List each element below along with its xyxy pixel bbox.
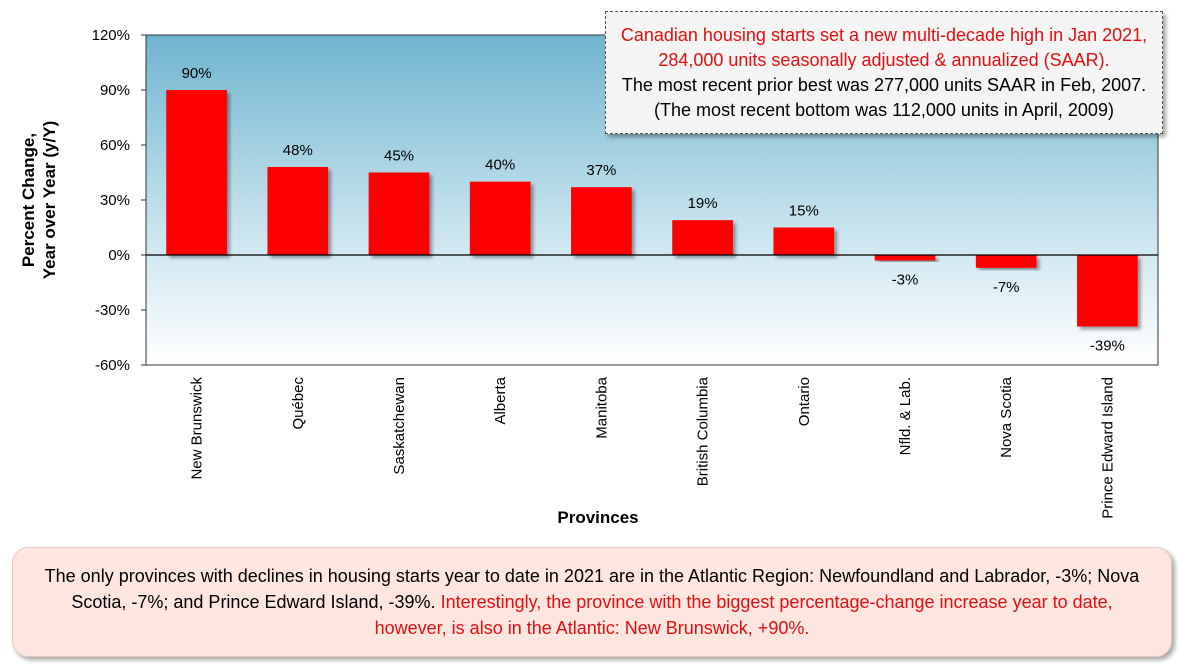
data-label: -7%: [993, 279, 1020, 296]
annotation-line-1: Canadian housing starts set a new multi-…: [620, 25, 1148, 45]
footer-note: The only provinces with declines in hous…: [12, 547, 1172, 657]
data-label: 48%: [283, 142, 313, 159]
category-label: Québec: [290, 377, 307, 430]
y-tick-label: 90%: [100, 82, 130, 99]
category-label: Nova Scotia: [998, 376, 1015, 458]
svg-text:Percent Change,: Percent Change,: [19, 133, 38, 267]
footer-text-black: The only provinces with declines in hous…: [44, 566, 1140, 612]
annotation-box: Canadian housing starts set a new multi-…: [605, 11, 1163, 134]
svg-text:Year over Year (y/Y): Year over Year (y/Y): [40, 121, 59, 279]
data-label: 19%: [688, 195, 718, 212]
data-label: -39%: [1090, 338, 1125, 355]
bar: [672, 220, 733, 255]
annotation-line-4: (The most recent bottom was 112,000 unit…: [654, 100, 1114, 120]
y-tick-label: 30%: [100, 192, 130, 209]
y-tick-label: 120%: [92, 27, 130, 44]
y-tick-label: 60%: [100, 137, 130, 154]
value-labels: 90% 48% 45% 40% 37% 19% 15% -3% -7% -39%: [182, 65, 1125, 355]
category-labels: New Brunswick Québec Saskatchewan Alberta Ma…: [189, 376, 1117, 518]
annotation-line-2: 284,000 units seasonally adjusted & annu…: [658, 50, 1110, 70]
x-axis-title: Provinces: [557, 508, 638, 527]
bar: [166, 90, 227, 255]
category-label: Saskatchewan: [391, 377, 408, 475]
category-label: Prince Edward Island: [1099, 377, 1116, 519]
data-label: 40%: [485, 157, 515, 174]
data-label: -3%: [892, 272, 919, 289]
y-axis-title: Percent Change, Year over Year (y/Y): [19, 121, 59, 279]
data-label: 37%: [586, 162, 616, 179]
bar: [874, 255, 936, 261]
y-tick-label: 0%: [108, 247, 130, 264]
category-label: Manitoba: [593, 376, 610, 438]
bar: [267, 167, 329, 255]
y-axis: -60% -30% 0% 30% 60% 90% 120%: [92, 27, 146, 374]
bar: [975, 255, 1037, 268]
footer-text-red: Interestingly, the province with the big…: [374, 592, 1113, 638]
data-label: 15%: [789, 203, 819, 220]
y-tick-label: -30%: [95, 302, 130, 319]
category-label: Ontario: [796, 377, 813, 426]
category-label: British Columbia: [695, 376, 712, 486]
bar: [469, 181, 531, 255]
data-label: 45%: [384, 148, 414, 165]
bar: [368, 172, 430, 255]
data-label: 90%: [182, 65, 212, 82]
annotation-line-3: The most recent prior best was 277,000 u…: [621, 75, 1147, 95]
bar: [773, 227, 835, 255]
bars: [166, 90, 1138, 327]
category-label: Alberta: [492, 376, 509, 424]
bar: [571, 187, 632, 255]
bar: [1077, 255, 1138, 327]
y-tick-label: -60%: [95, 357, 130, 374]
category-label: New Brunswick: [189, 377, 206, 480]
category-label: Nfld. & Lab.: [897, 377, 914, 455]
